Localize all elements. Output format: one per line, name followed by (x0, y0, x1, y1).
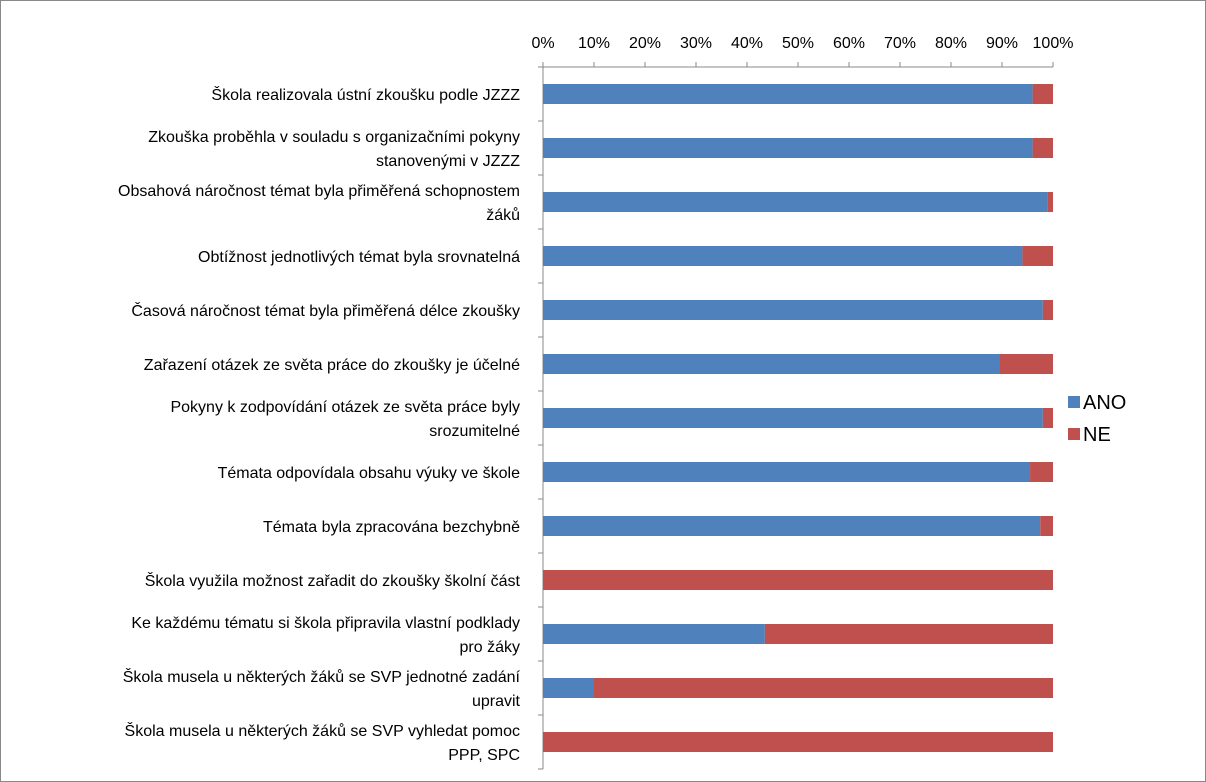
bar-ne (1032, 84, 1053, 104)
category-label: Zkouška proběhla v souladu s organizační… (148, 129, 520, 146)
category-label: Časová náročnost témat byla přiměřená dé… (131, 301, 520, 320)
bar-ano (543, 354, 1000, 374)
bar-ano (543, 624, 765, 644)
x-tick-label: 90% (986, 35, 1018, 52)
category-label: Obsahová náročnost témat byla přiměřená … (118, 183, 520, 200)
x-tick-label: 60% (833, 35, 865, 52)
x-tick-label: 10% (578, 35, 610, 52)
bar-ano (543, 138, 1033, 158)
category-label: Zařazení otázek ze světa práce do zkoušk… (144, 357, 520, 374)
category-label: srozumitelné (429, 423, 520, 440)
x-tick-label: 0% (531, 35, 554, 52)
bar-ano (543, 678, 594, 698)
bar-ne (1030, 462, 1053, 482)
legend-label-ano: ANO (1083, 392, 1126, 414)
bar-ne (594, 678, 1053, 698)
category-label: Škola realizovala ústní zkoušku podle JZ… (211, 85, 520, 104)
bar-ne (764, 624, 1053, 644)
bar-ne (1032, 138, 1053, 158)
x-tick-label: 100% (1033, 35, 1074, 52)
bar-ne (543, 732, 1053, 752)
legend: ANO NE (1068, 392, 1126, 446)
bar-ne (1040, 516, 1053, 536)
bar-ano (543, 516, 1041, 536)
bar-ano (543, 246, 1023, 266)
category-label: upravit (472, 693, 521, 710)
category-label: Ke každému tématu si škola připravila vl… (131, 615, 520, 632)
category-label: žáků (486, 206, 520, 224)
x-tick-label: 50% (782, 35, 814, 52)
bar-ano (543, 462, 1031, 482)
bar-ano (543, 84, 1033, 104)
x-tick-label: 20% (629, 35, 661, 52)
x-tick-label: 30% (680, 35, 712, 52)
category-label: Témata byla zpracována bezchybně (263, 519, 520, 536)
category-label: pro žáky (460, 639, 520, 656)
category-label: Témata odpovídala obsahu výuky ve škole (218, 465, 521, 482)
x-axis: 0% 10% 20% 30% 40% 50% 60% 70% 80% 90% 100% (531, 35, 1074, 770)
legend-swatch-ano (1068, 396, 1080, 408)
category-label: stanovenými v JZZZ (376, 153, 520, 170)
bar-ne (543, 570, 1053, 590)
x-tick-label: 70% (884, 35, 916, 52)
legend-swatch-ne (1068, 428, 1080, 440)
category-label: Pokyny k zodpovídání otázek ze světa prá… (170, 399, 520, 416)
category-label: Škola musela u některých žáků se SVP vyh… (125, 721, 520, 740)
bar-ne (1042, 300, 1053, 320)
category-label: PPP, SPC (448, 747, 520, 764)
bar-ne (1042, 408, 1053, 428)
category-label: Škola musela u některých žáků se SVP jed… (123, 667, 521, 686)
bar-ano (543, 300, 1043, 320)
x-tick-label: 40% (731, 35, 763, 52)
bar-ne (1047, 192, 1053, 212)
bars (543, 84, 1053, 752)
category-label: Škola využila možnost zařadit do zkoušky… (145, 571, 521, 590)
bar-ne (999, 354, 1053, 374)
legend-label-ne: NE (1083, 424, 1111, 446)
bar-ne (1022, 246, 1053, 266)
category-labels: Škola realizovala ústní zkoušku podle JZ… (118, 85, 521, 764)
category-label: Obtížnost jednotlivých témat byla srovna… (198, 249, 520, 266)
bar-ano (543, 192, 1048, 212)
x-tick-label: 80% (935, 35, 967, 52)
bar-ano (543, 408, 1043, 428)
